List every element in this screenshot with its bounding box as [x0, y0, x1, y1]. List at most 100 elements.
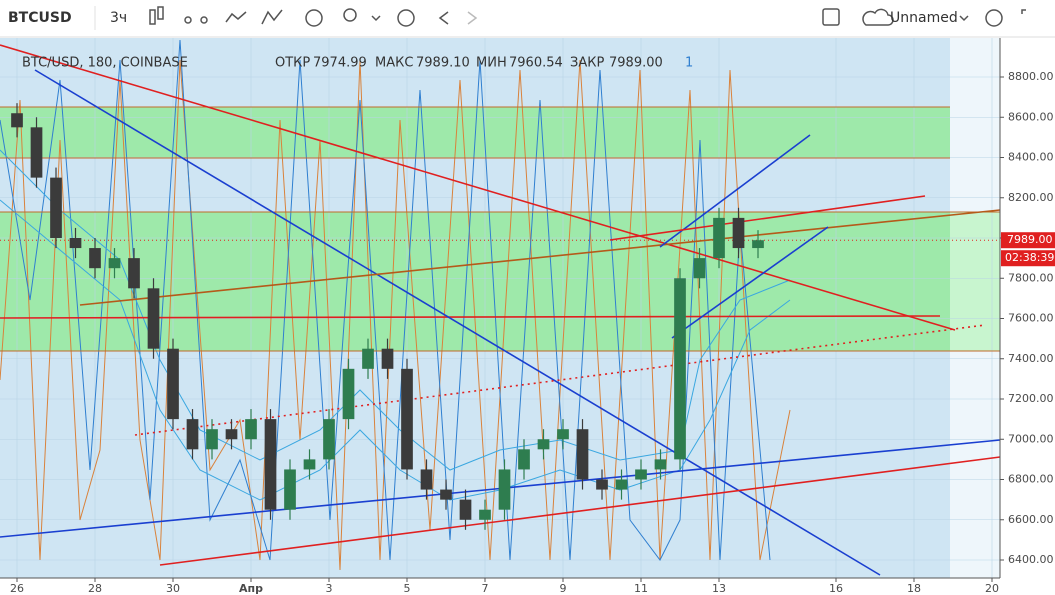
last-price-label: 7989.00 — [1007, 233, 1053, 246]
y-tick-label: 8400.00 — [1008, 151, 1054, 164]
candle-body — [186, 419, 199, 450]
candle-body — [459, 499, 472, 520]
candle-body — [440, 489, 452, 500]
layout-dropdown[interactable] — [959, 15, 969, 22]
y-tick-label: 7000.00 — [1008, 432, 1054, 445]
layout-name[interactable]: Unnamed — [890, 10, 958, 26]
candles-icon-b — [157, 6, 164, 20]
countdown-box — [1001, 250, 1055, 267]
red-upper — [609, 195, 926, 241]
candle-body — [89, 248, 101, 269]
x-tick-label: 11 — [634, 582, 648, 595]
toolbar: BTCUSD 3ч Unnamed — [0, 0, 1055, 38]
settings-icon[interactable] — [985, 9, 1003, 27]
candle-body — [167, 348, 179, 420]
low-value: 7960.54 — [509, 56, 563, 71]
x-tick-label: 16 — [829, 582, 843, 595]
x-tick-label: 13 — [712, 582, 726, 595]
undo-icon[interactable] — [438, 11, 449, 25]
candle-body — [752, 240, 764, 249]
x-tick-label: 9 — [560, 582, 567, 595]
y-tick-label: 8600.00 — [1008, 110, 1054, 123]
y-tick-label: 7600.00 — [1008, 312, 1054, 325]
candle-body — [732, 217, 745, 249]
fullscreen-icon[interactable] — [822, 8, 840, 26]
close-value: 7989.00 — [609, 56, 663, 71]
candles-icon[interactable] — [149, 9, 156, 25]
toolbar-bg — [0, 0, 1055, 37]
replay-icon[interactable] — [397, 9, 415, 27]
candle-body — [713, 217, 725, 259]
interval[interactable]: 3ч — [110, 10, 127, 26]
candle-body — [498, 469, 511, 510]
compare-icon-b — [200, 16, 208, 24]
x-tick-label: 5 — [404, 582, 411, 595]
x-tick-label: Апр — [239, 582, 263, 595]
open-value: 7974.99 — [313, 56, 367, 71]
y-tick-label: 6800.00 — [1008, 473, 1054, 486]
y-tick-label: 6600.00 — [1008, 513, 1054, 526]
idea-icon[interactable] — [343, 8, 357, 22]
y-tick-label: 7200.00 — [1008, 392, 1054, 405]
redo-icon[interactable] — [467, 11, 478, 25]
candle-body — [303, 459, 316, 470]
bollinger-lower — [0, 199, 791, 501]
axes: 6400.00 6600.00 6800.00 7000.00 7200.00 7400.… — [10, 70, 1055, 595]
toolbar-icons — [149, 6, 1026, 27]
candle-body — [323, 419, 335, 460]
x-tick-label: 7 — [482, 582, 489, 595]
candle-body — [206, 429, 218, 450]
fullscreen-toggle[interactable] — [1021, 9, 1026, 14]
candle-body — [615, 479, 628, 490]
candle-body — [576, 429, 589, 480]
candle-body — [518, 449, 530, 470]
bollinger-upper — [0, 149, 791, 471]
candle-body — [596, 479, 608, 490]
candle-body — [693, 258, 706, 279]
indicator-count[interactable]: 1 — [685, 56, 693, 71]
candle-body — [654, 459, 667, 470]
x-tick-label: 26 — [10, 582, 24, 595]
candles — [11, 103, 764, 530]
y-tick-label: 7400.00 — [1008, 352, 1054, 365]
time-axis-bg — [0, 578, 1000, 595]
red-dotted — [134, 324, 986, 436]
high-label: МАКС — [375, 56, 413, 71]
y-tick-label: 7800.00 — [1008, 271, 1054, 284]
x-tick-label: 18 — [907, 582, 921, 595]
candle-body — [264, 419, 277, 510]
candle-body — [479, 509, 491, 520]
candle-body — [401, 368, 413, 470]
channel-bottom — [671, 226, 829, 339]
high-value: 7989.10 — [416, 56, 470, 71]
candle-body — [245, 419, 257, 440]
candle-body — [108, 258, 121, 269]
candle-body — [128, 258, 140, 289]
legend: BTC/USD, 180, COINBASE ОТКР 7974.99 МАКС… — [22, 56, 693, 71]
candle-body — [50, 177, 62, 239]
compare-icon[interactable] — [184, 16, 192, 24]
candle-body — [30, 127, 43, 178]
red-trend — [0, 44, 956, 331]
candle-body — [537, 439, 550, 450]
dropdown-icon[interactable] — [371, 15, 381, 22]
zone-lower-ext — [950, 212, 1000, 351]
brown-trend — [79, 209, 1001, 306]
countdown-label: 02:38:39 — [1005, 251, 1054, 264]
candle-body — [342, 368, 355, 420]
legend-title: BTC/USD, 180, COINBASE — [22, 56, 188, 71]
alert-icon[interactable] — [305, 9, 323, 27]
y-tick-label: 6400.00 — [1008, 553, 1054, 566]
cloud-icon[interactable] — [862, 8, 894, 26]
indicators-icon[interactable] — [225, 11, 247, 23]
candle-body — [225, 429, 238, 440]
candle-body — [69, 238, 82, 249]
templates-icon[interactable] — [261, 9, 283, 25]
open-label: ОТКР — [275, 56, 310, 71]
x-tick-label: 3 — [326, 582, 333, 595]
price-axis-bg — [1000, 38, 1055, 595]
candle-body — [420, 469, 433, 490]
symbol[interactable]: BTCUSD — [8, 10, 72, 26]
